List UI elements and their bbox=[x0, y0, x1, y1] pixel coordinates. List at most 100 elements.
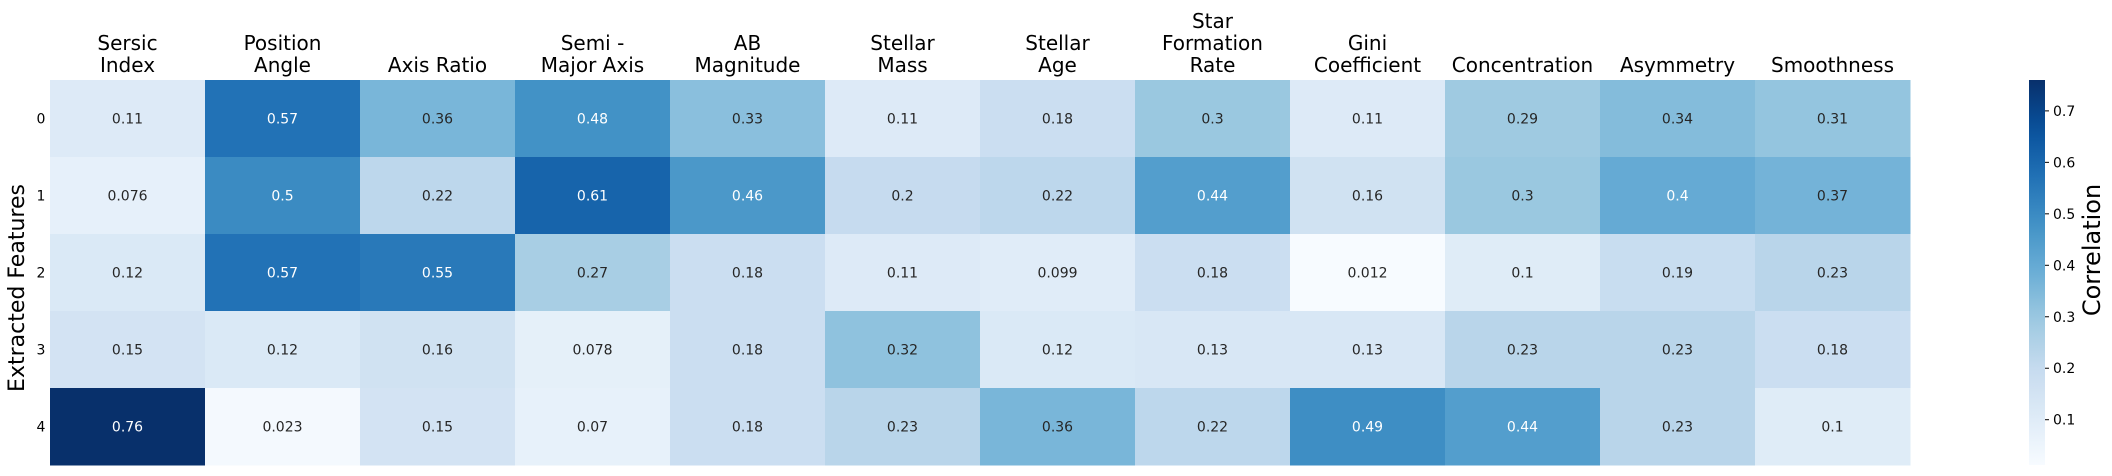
cell-value-label: 0.22 bbox=[1042, 189, 1073, 205]
cell-value-label: 0.61 bbox=[577, 189, 608, 205]
cell-value-label: 0.18 bbox=[1817, 343, 1848, 359]
heatmap-cell bbox=[1755, 388, 1911, 466]
cell-value-label: 0.48 bbox=[577, 112, 608, 128]
heatmap-cell bbox=[360, 311, 516, 389]
cell-value-label: 0.1 bbox=[1821, 420, 1843, 436]
heatmap-cell bbox=[1445, 311, 1601, 389]
heatmap-cell bbox=[980, 311, 1136, 389]
heatmap-cell bbox=[825, 311, 981, 389]
heatmap-cell bbox=[205, 311, 361, 389]
heatmap-cell bbox=[1755, 157, 1911, 235]
colorbar-tick-label: 0.6 bbox=[2053, 155, 2075, 171]
row-label: 4 bbox=[37, 420, 46, 436]
row-label: 3 bbox=[37, 343, 46, 359]
column-label: Coefficient bbox=[1314, 53, 1421, 77]
heatmap-cell bbox=[515, 157, 671, 235]
heatmap-cell bbox=[980, 157, 1136, 235]
column-label: Angle bbox=[254, 53, 311, 77]
heatmap-cell bbox=[1290, 157, 1446, 235]
cell-value-label: 0.11 bbox=[887, 112, 918, 128]
colorbar-tick-label: 0.4 bbox=[2053, 258, 2075, 274]
cell-value-label: 0.11 bbox=[112, 112, 143, 128]
cell-value-label: 0.34 bbox=[1662, 112, 1693, 128]
heatmap-cell bbox=[1600, 234, 1756, 312]
cell-value-label: 0.36 bbox=[422, 112, 453, 128]
cell-value-label: 0.11 bbox=[1352, 112, 1383, 128]
heatmap-cell bbox=[1445, 157, 1601, 235]
heatmap-cell bbox=[1445, 388, 1601, 466]
row-label: 1 bbox=[37, 189, 46, 205]
cell-value-label: 0.31 bbox=[1817, 112, 1848, 128]
column-label: Semi - bbox=[561, 31, 625, 55]
heatmap-cell bbox=[515, 80, 671, 158]
colorbar-tick-label: 0.7 bbox=[2053, 104, 2075, 120]
row-label: 2 bbox=[37, 266, 46, 282]
heatmap-cell bbox=[980, 80, 1136, 158]
heatmap-cell bbox=[1445, 80, 1601, 158]
cell-value-label: 0.19 bbox=[1662, 266, 1693, 282]
heatmap-cell bbox=[825, 80, 981, 158]
colorbar-tick-label: 0.5 bbox=[2053, 207, 2075, 223]
heatmap-cell bbox=[50, 80, 206, 158]
heatmap-cell bbox=[825, 234, 981, 312]
column-label: Major Axis bbox=[541, 53, 644, 77]
cell-value-label: 0.2 bbox=[891, 189, 913, 205]
cell-value-label: 0.023 bbox=[262, 420, 302, 436]
cell-value-label: 0.11 bbox=[887, 266, 918, 282]
column-label: Age bbox=[1038, 53, 1077, 77]
heatmap-cell bbox=[670, 234, 826, 312]
cell-value-label: 0.18 bbox=[1197, 266, 1228, 282]
cell-value-label: 0.23 bbox=[1817, 266, 1848, 282]
cell-value-label: 0.55 bbox=[422, 266, 453, 282]
column-label: Position bbox=[244, 31, 322, 55]
heatmap-cell bbox=[1600, 311, 1756, 389]
column-label: Star bbox=[1192, 9, 1234, 33]
column-label: AB bbox=[734, 31, 761, 55]
cell-value-label: 0.099 bbox=[1037, 266, 1077, 282]
heatmap-cell bbox=[360, 234, 516, 312]
heatmap-cell bbox=[825, 388, 981, 466]
heatmap-cell bbox=[1755, 234, 1911, 312]
column-label: Stellar bbox=[1025, 31, 1090, 55]
heatmap-cell bbox=[1290, 388, 1446, 466]
heatmap-cell bbox=[670, 388, 826, 466]
column-label: Rate bbox=[1190, 53, 1236, 77]
heatmap-cell bbox=[1290, 80, 1446, 158]
heatmap-cell bbox=[50, 388, 206, 466]
row-label: 0 bbox=[37, 112, 46, 128]
heatmap-cell bbox=[1600, 388, 1756, 466]
cell-value-label: 0.18 bbox=[732, 343, 763, 359]
heatmap-cell bbox=[1135, 234, 1291, 312]
cell-value-label: 0.12 bbox=[267, 343, 298, 359]
heatmap-cell bbox=[670, 80, 826, 158]
cell-value-label: 0.13 bbox=[1197, 343, 1228, 359]
cell-value-label: 0.44 bbox=[1507, 420, 1538, 436]
heatmap-cell bbox=[670, 311, 826, 389]
cell-value-label: 0.18 bbox=[732, 266, 763, 282]
cell-value-label: 0.18 bbox=[1042, 112, 1073, 128]
heatmap-cell bbox=[1445, 234, 1601, 312]
cell-value-label: 0.44 bbox=[1197, 189, 1228, 205]
colorbar-tick-label: 0.1 bbox=[2053, 413, 2075, 429]
column-label: Mass bbox=[877, 53, 927, 77]
y-axis-label: Extracted Features bbox=[5, 184, 30, 392]
cell-value-label: 0.13 bbox=[1352, 343, 1383, 359]
cell-value-label: 0.22 bbox=[422, 189, 453, 205]
cell-value-label: 0.16 bbox=[422, 343, 453, 359]
cell-value-label: 0.37 bbox=[1817, 189, 1848, 205]
column-label: Formation bbox=[1162, 31, 1263, 55]
column-label: Gini bbox=[1348, 31, 1387, 55]
heatmap-cell bbox=[1290, 234, 1446, 312]
cell-value-label: 0.27 bbox=[577, 266, 608, 282]
column-label: Asymmetry bbox=[1620, 53, 1735, 77]
heatmap-cell bbox=[360, 80, 516, 158]
cell-value-label: 0.57 bbox=[267, 112, 298, 128]
column-label: Stellar bbox=[870, 31, 935, 55]
column-label: Index bbox=[100, 53, 155, 77]
cell-value-label: 0.18 bbox=[732, 420, 763, 436]
heatmap-cell bbox=[1135, 80, 1291, 158]
heatmap-cell bbox=[1755, 80, 1911, 158]
cell-value-label: 0.4 bbox=[1666, 189, 1688, 205]
heatmap-cell bbox=[670, 157, 826, 235]
cell-value-label: 0.5 bbox=[271, 189, 293, 205]
